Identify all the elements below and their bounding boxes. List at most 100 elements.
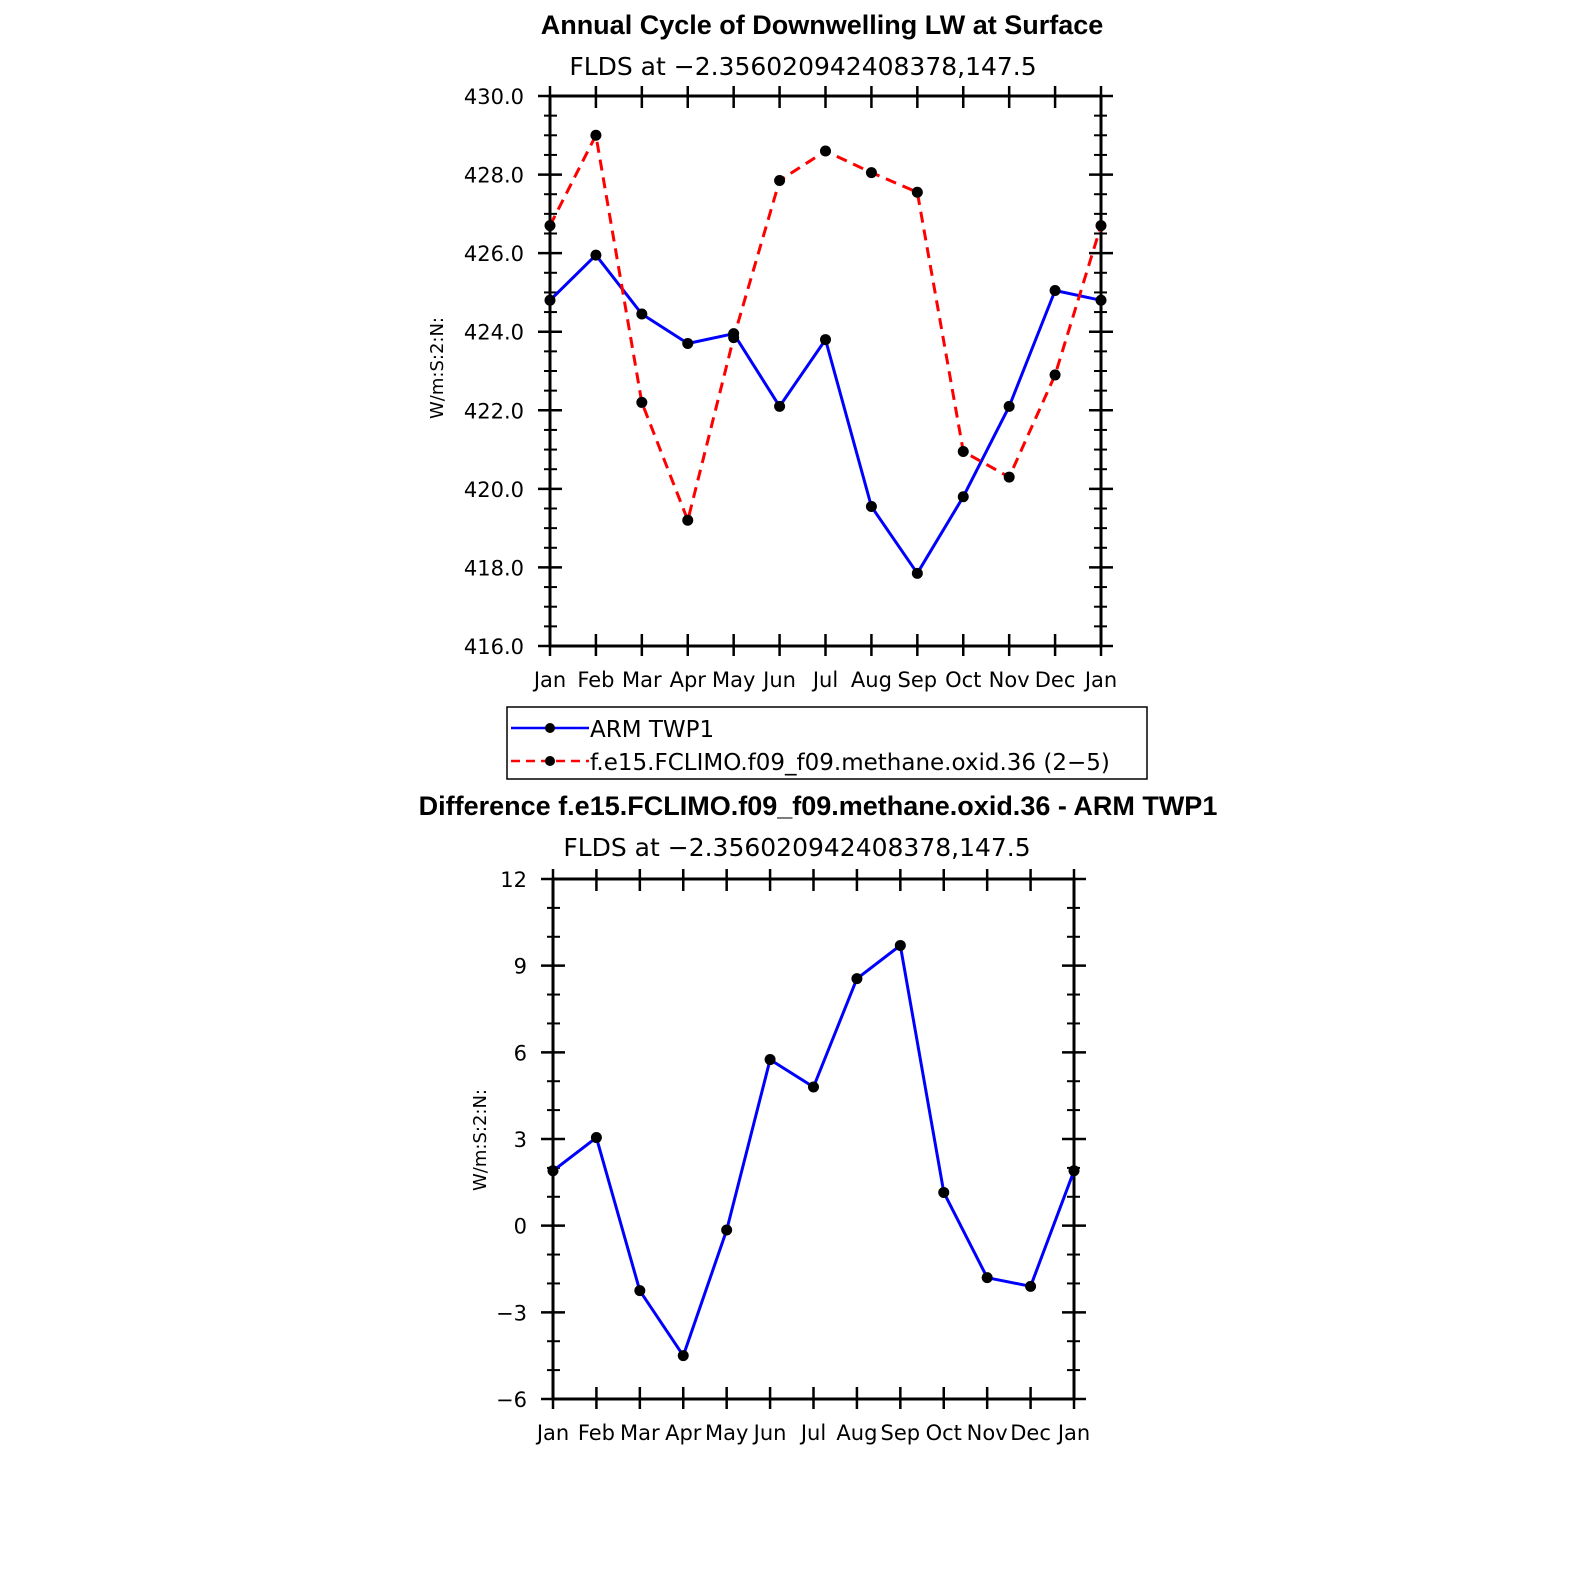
top-y-tick-label: 416.0: [464, 635, 524, 659]
bottom-plot-frame: [551, 877, 1076, 1401]
bottom-y-tick-label: 0: [514, 1215, 527, 1239]
top-series-1-point: [820, 145, 831, 157]
top-y-tick-label: 424.0: [464, 321, 524, 345]
bottom-series-0-line: [552, 943, 1076, 1358]
bottom-x-tick-label: Jan: [1056, 1421, 1090, 1445]
top-y-tick-label: 420.0: [464, 478, 524, 502]
top-x-tick-label: Jan: [1083, 668, 1117, 692]
bottom-series-0-point: [894, 939, 906, 951]
top-x-tick-label: Jun: [761, 668, 796, 692]
legend-label-arm-twp1: ARM TWP1: [590, 717, 714, 743]
top-x-tick-label: Apr: [670, 668, 707, 692]
bottom-x-tick-label: Dec: [1010, 1421, 1051, 1445]
top-series-1-point: [682, 514, 694, 526]
bottom-x-tick-label: Apr: [665, 1421, 702, 1445]
bottom-y-tick-label: −6: [496, 1388, 527, 1412]
top-y-tick-label: 422.0: [464, 399, 524, 423]
top-series-0-point: [544, 294, 556, 306]
bottom-series-0-point: [764, 1054, 776, 1066]
bottom-x-tick-label: Feb: [578, 1421, 615, 1445]
bottom-series-0-point: [634, 1285, 646, 1297]
bottom-chart-subtitle: FLDS at −2.356020942408378,147.5: [563, 833, 1030, 862]
bottom-chart: Difference f.e15.FCLIMO.f09_f09.methane.…: [419, 791, 1218, 1445]
bottom-x-tick-label: Oct: [926, 1421, 962, 1445]
top-series-0-point: [957, 491, 969, 503]
top-x-tick-label: Aug: [851, 668, 892, 692]
legend-marker-model: [545, 756, 555, 766]
top-series-1-point: [728, 332, 740, 344]
bottom-x-tick-label: Jan: [535, 1421, 569, 1445]
top-x-tick-label: May: [712, 668, 755, 692]
top-chart-y-axis-label: W/m:S:2:N:: [427, 317, 448, 419]
top-series-1-point: [1049, 369, 1061, 381]
top-x-tick-label: Oct: [945, 668, 981, 692]
bottom-x-tick-label: Sep: [881, 1421, 921, 1445]
bottom-x-tick-label: Aug: [836, 1421, 877, 1445]
bottom-y-tick-label: 12: [500, 868, 527, 892]
top-series-0-point: [911, 567, 923, 579]
top-x-tick-label: Nov: [989, 668, 1030, 692]
top-series-0-point: [1049, 284, 1061, 296]
top-series-1-point: [1095, 220, 1107, 232]
bottom-x-tick-label: Jun: [752, 1421, 787, 1445]
top-series-0-point: [820, 334, 831, 346]
bottom-series-0-point: [938, 1186, 950, 1198]
bottom-y-tick-label: −3: [496, 1301, 527, 1325]
top-chart-title: Annual Cycle of Downwelling LW at Surfac…: [541, 10, 1104, 40]
bottom-y-tick-label: 9: [514, 955, 527, 979]
top-series-0-point: [1003, 400, 1015, 412]
top-series-0-point: [590, 249, 602, 261]
bottom-y-tick-label: 6: [514, 1041, 527, 1065]
top-series-1-point: [590, 129, 602, 141]
top-plot-frame: [548, 94, 1103, 648]
top-series-0-line: [548, 253, 1102, 575]
bottom-series-0-point: [677, 1350, 689, 1362]
top-series-1-point: [865, 167, 877, 179]
bottom-series-0-point: [808, 1081, 819, 1093]
top-x-tick-label: Jul: [811, 668, 838, 692]
top-x-tick-label: Jan: [532, 668, 566, 692]
top-series-0-point: [682, 338, 694, 349]
bottom-series-0-point: [1068, 1165, 1080, 1177]
top-series-1-point: [957, 446, 969, 458]
bottom-series-0-point: [851, 973, 863, 985]
top-x-tick-label: Mar: [622, 668, 662, 692]
bottom-x-tick-label: Nov: [967, 1421, 1008, 1445]
bottom-chart-y-axis-label: W/m:S:2:N:: [470, 1089, 491, 1191]
bottom-x-tick-label: May: [705, 1421, 748, 1445]
top-series-0-point: [636, 308, 648, 320]
bottom-series-0-point: [721, 1224, 733, 1236]
top-x-tick-label: Sep: [898, 668, 938, 692]
top-series-0-point: [1095, 294, 1107, 306]
top-series-0-point: [774, 400, 786, 412]
legend-marker-arm-twp1: [545, 723, 555, 733]
top-chart-subtitle: FLDS at −2.356020942408378,147.5: [569, 52, 1036, 81]
legend-label-model: f.e15.FCLIMO.f09_f09.methane.oxid.36 (2−…: [590, 750, 1110, 776]
top-series-0-point: [865, 501, 877, 513]
top-series-1-point: [911, 186, 923, 198]
top-x-tick-label: Dec: [1035, 668, 1076, 692]
top-chart: Annual Cycle of Downwelling LW at Surfac…: [427, 10, 1148, 780]
top-y-tick-label: 426.0: [464, 242, 524, 266]
top-chart-legend: ARM TWP1 f.e15.FCLIMO.f09_f09.methane.ox…: [506, 706, 1148, 780]
legend-box: [506, 706, 1148, 780]
bottom-series-0-point: [590, 1132, 602, 1144]
bottom-x-tick-label: Jul: [799, 1421, 826, 1445]
bottom-chart-title: Difference f.e15.FCLIMO.f09_f09.methane.…: [419, 791, 1218, 821]
bottom-y-tick-label: 3: [514, 1128, 527, 1152]
bottom-x-tick-label: Mar: [620, 1421, 660, 1445]
bottom-series-0-point: [547, 1165, 559, 1177]
bottom-plot-area: Jan Feb Mar Apr May Jun Jul Aug Sep Oct Nov Dec Jan−…: [496, 868, 1090, 1445]
bottom-series-0-point: [1025, 1280, 1037, 1292]
top-y-tick-label: 430.0: [464, 85, 524, 109]
top-series-1-line: [548, 133, 1103, 522]
top-series-1-point: [774, 174, 786, 186]
bottom-series-0-point: [981, 1272, 993, 1284]
top-y-tick-label: 418.0: [464, 556, 524, 580]
top-series-1-point: [636, 396, 648, 408]
top-x-tick-label: Feb: [577, 668, 614, 692]
top-series-1-point: [544, 220, 556, 232]
top-y-tick-label: 428.0: [464, 164, 524, 188]
top-plot-area: Jan Feb Mar Apr May Jun Jul Aug Sep Oct Nov Dec Jan 4…: [464, 85, 1117, 692]
